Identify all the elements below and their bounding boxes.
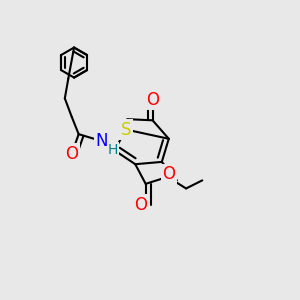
Text: O: O	[65, 145, 78, 163]
Text: S: S	[121, 121, 131, 139]
Text: O: O	[146, 91, 159, 109]
Text: O: O	[134, 196, 148, 214]
Text: H: H	[108, 143, 118, 157]
Text: N: N	[95, 132, 108, 150]
Text: O: O	[162, 165, 175, 183]
